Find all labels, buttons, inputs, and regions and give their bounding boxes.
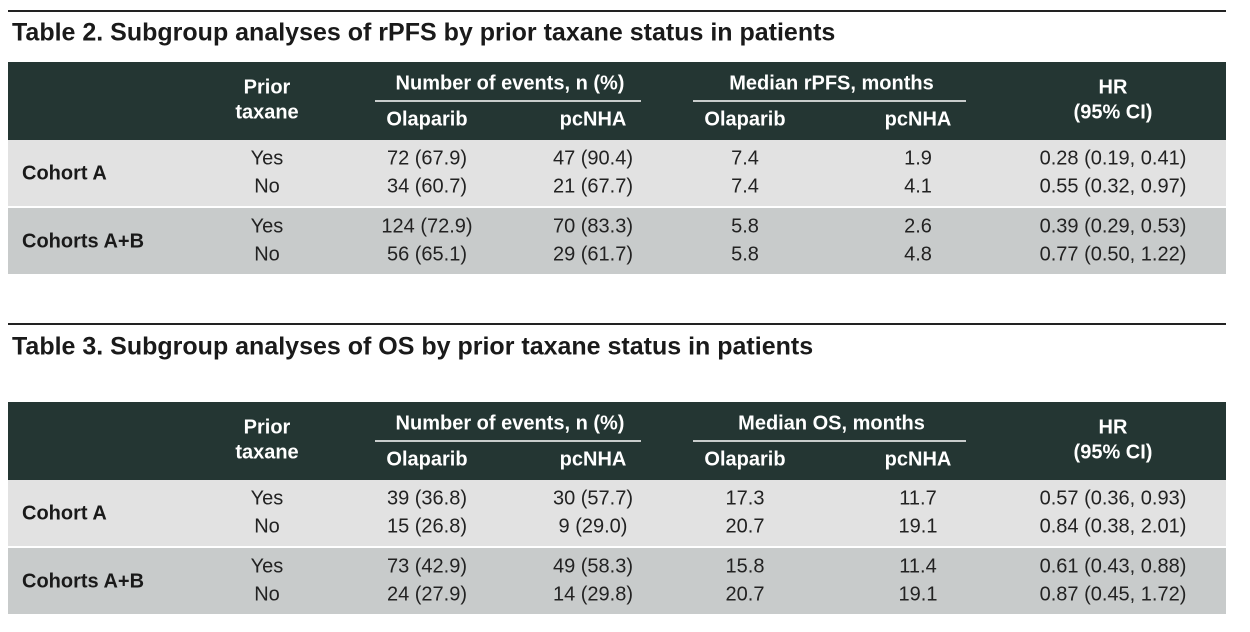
cell: 70 (83.3)	[553, 215, 633, 237]
cell: 4.1	[904, 175, 932, 197]
cell: 39 (36.8)	[387, 487, 467, 509]
cell: 124 (72.9)	[381, 215, 472, 237]
cohort-label: Cohorts A+B	[22, 570, 144, 592]
cell: 0.87 (0.45, 1.72)	[1040, 583, 1187, 605]
group-label: Median rPFS, months	[729, 72, 933, 94]
cell: 29 (61.7)	[553, 243, 633, 265]
cell: 72 (67.9)	[387, 147, 467, 169]
cell: No	[254, 175, 280, 197]
cell: 5.8	[731, 215, 759, 237]
row-band	[8, 480, 1226, 546]
header-label: (95% CI)	[1074, 101, 1153, 123]
sub-label: pcNHA	[885, 108, 952, 130]
cell: 4.8	[904, 243, 932, 265]
header-label: taxane	[235, 101, 298, 123]
cell: 0.28 (0.19, 0.41)	[1040, 147, 1187, 169]
top-rule	[8, 10, 1226, 12]
header-label: Prior	[244, 416, 291, 438]
cell: Yes	[251, 487, 284, 509]
cell: 15 (26.8)	[387, 515, 467, 537]
cell: 7.4	[731, 147, 759, 169]
cell: 15.8	[726, 555, 765, 577]
cell: 1.9	[904, 147, 932, 169]
cell: 9 (29.0)	[559, 515, 628, 537]
sub-label: Olaparib	[386, 448, 467, 470]
cell: 20.7	[726, 583, 765, 605]
header-label: HR	[1099, 416, 1128, 438]
cohort-label: Cohorts A+B	[22, 230, 144, 252]
cell: 11.7	[899, 487, 936, 509]
header-label: taxane	[235, 441, 298, 463]
cell: 30 (57.7)	[553, 487, 633, 509]
header-label: HR	[1099, 76, 1128, 98]
sub-label: pcNHA	[560, 448, 627, 470]
cohort-label: Cohort A	[22, 502, 107, 524]
cell: 2.6	[904, 215, 932, 237]
cell: No	[254, 515, 280, 537]
cell: 0.84 (0.38, 2.01)	[1040, 515, 1187, 537]
sub-label: pcNHA	[885, 448, 952, 470]
cell: No	[254, 583, 280, 605]
cell: 20.7	[726, 515, 765, 537]
cell: 73 (42.9)	[387, 555, 467, 577]
header-label: Prior	[244, 76, 291, 98]
header-label: (95% CI)	[1074, 441, 1153, 463]
sub-label: Olaparib	[704, 108, 785, 130]
row-band	[8, 548, 1226, 614]
row-band	[8, 208, 1226, 274]
cell: Yes	[251, 555, 284, 577]
cell: 5.8	[731, 243, 759, 265]
cell: 0.55 (0.32, 0.97)	[1040, 175, 1187, 197]
group-label: Median OS, months	[738, 412, 925, 434]
top-rule	[8, 323, 1226, 325]
sub-label: Olaparib	[704, 448, 785, 470]
cell: 0.57 (0.36, 0.93)	[1040, 487, 1187, 509]
cohort-label: Cohort A	[22, 162, 107, 184]
table-title: Table 2. Subgroup analyses of rPFS by pr…	[12, 19, 835, 47]
group-label: Number of events, n (%)	[396, 412, 625, 434]
cell: 19.1	[899, 583, 938, 605]
sub-label: Olaparib	[386, 108, 467, 130]
group-label: Number of events, n (%)	[396, 72, 625, 94]
cell: 19.1	[899, 515, 938, 537]
cell: 0.61 (0.43, 0.88)	[1040, 555, 1187, 577]
cell: 24 (27.9)	[387, 583, 467, 605]
row-band	[8, 140, 1226, 206]
cell: 34 (60.7)	[387, 175, 467, 197]
cell: 47 (90.4)	[553, 147, 633, 169]
cell: Yes	[251, 215, 284, 237]
cell: No	[254, 243, 280, 265]
sub-label: pcNHA	[560, 108, 627, 130]
table-title: Table 3. Subgroup analyses of OS by prio…	[12, 333, 813, 361]
cell: 0.77 (0.50, 1.22)	[1040, 243, 1187, 265]
cell: 14 (29.8)	[553, 583, 633, 605]
cell: 21 (67.7)	[553, 175, 633, 197]
cell: 17.3	[726, 487, 765, 509]
cell: 11.4	[899, 555, 936, 577]
cell: 49 (58.3)	[553, 555, 633, 577]
cell: Yes	[251, 147, 284, 169]
cell: 7.4	[731, 175, 759, 197]
cell: 0.39 (0.29, 0.53)	[1040, 215, 1187, 237]
cell: 56 (65.1)	[387, 243, 467, 265]
